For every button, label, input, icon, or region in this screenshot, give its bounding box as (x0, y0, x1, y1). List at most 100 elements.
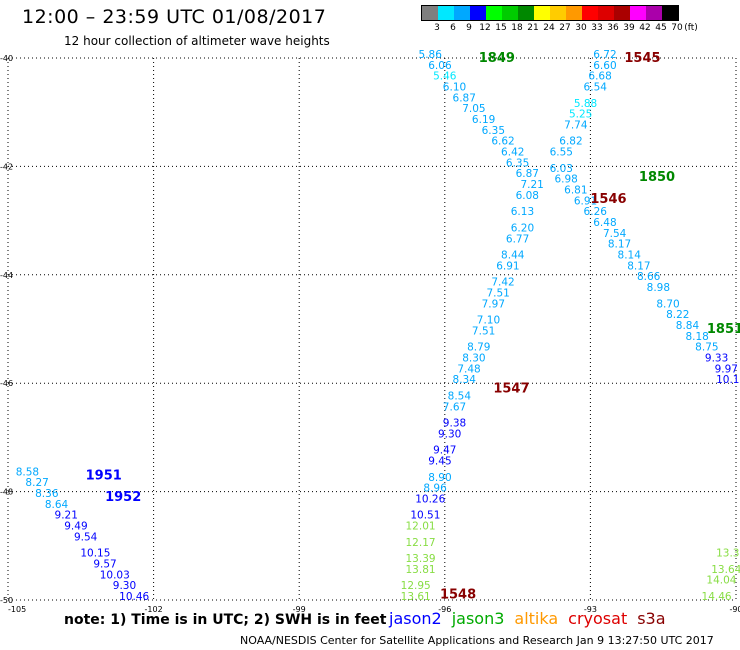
series-track-a: 5.866.065.466.106.877.056.196.356.626.42… (401, 49, 544, 603)
x-tick-label: -105 (8, 605, 26, 614)
legend-swatch (614, 6, 630, 20)
time-label: 1849 (479, 51, 515, 66)
time-label: 1951 (86, 468, 122, 483)
data-value-label: 8.22 (666, 309, 689, 321)
legend-label: 30 (575, 23, 587, 33)
time-label: 1547 (493, 382, 529, 397)
data-value-label: 9.97 (715, 363, 738, 375)
legend-swatch (598, 6, 614, 20)
data-value-label: 7.51 (486, 287, 509, 299)
legend-label: 12 (479, 23, 491, 33)
data-value-label: 9.45 (428, 456, 451, 468)
data-value-label: 7.05 (462, 103, 485, 115)
data-value-label: 6.60 (593, 60, 616, 72)
legend-label: 6 (450, 23, 456, 33)
data-value-label: 8.14 (618, 250, 642, 262)
data-value-label: 8.84 (676, 320, 700, 332)
data-value-label: 6.06 (428, 60, 452, 72)
legend-label: 24 (543, 23, 555, 33)
data-value-label: 9.54 (74, 531, 98, 543)
series-track-b: 6.726.606.686.54 5.885.257.74 6.826.55 6.03… (550, 49, 740, 386)
legend-label: 15 (495, 23, 507, 33)
data-value-label: 8.18 (685, 331, 708, 343)
legend-label: 36 (607, 23, 619, 33)
data-value-label: 9.30 (113, 580, 136, 592)
data-value-label: 8.70 (656, 298, 679, 310)
data-value-label: 8.98 (647, 282, 670, 294)
data-value-label: 6.55 (550, 147, 573, 159)
data-value-label: 6.48 (593, 217, 616, 229)
data-value-label: 13.30 (716, 548, 740, 560)
x-tick-label: -90 (729, 605, 740, 614)
data-value-label: 8.64 (45, 499, 69, 511)
data-value-label: 10.15 (80, 548, 110, 560)
data-value-label: 8.17 (627, 260, 650, 272)
data-value-label: 12.17 (406, 537, 436, 549)
satellite-name: cryosat (568, 609, 628, 628)
data-value-label: 6.26 (584, 206, 608, 218)
data-value-label: 9.49 (64, 521, 87, 533)
y-tick-label: -48 (0, 488, 13, 497)
y-tick-label: -42 (0, 162, 13, 171)
time-label: 1546 (590, 192, 626, 207)
legend-swatch (454, 6, 470, 20)
data-value-label: 14.04 (706, 575, 736, 587)
data-value-label: 8.66 (637, 271, 661, 283)
legend-label: 3 (434, 23, 440, 33)
credit-line: NOAA/NESDIS Center for Satellite Applica… (240, 634, 714, 647)
data-value-label: 8.34 (453, 374, 477, 386)
data-value-label: 10.03 (100, 569, 130, 581)
x-tick-label: -99 (293, 605, 306, 614)
data-value-label: 6.91 (574, 195, 597, 207)
data-value-label: 6.98 (554, 174, 577, 186)
legend-label: 42 (639, 23, 651, 33)
legend-label: 39 (623, 23, 635, 33)
data-value-label: 9.33 (705, 353, 728, 365)
legend-swatch (534, 6, 550, 20)
data-value-label: 8.27 (25, 477, 48, 489)
data-value-label: 12.01 (406, 521, 436, 533)
data-value-label: 6.87 (516, 168, 539, 180)
data-value-label: 6.54 (584, 82, 608, 94)
data-value-label: 6.35 (482, 125, 505, 137)
data-value-label: 10.51 (410, 510, 440, 522)
time-label: 1952 (105, 490, 141, 505)
data-value-label: 8.79 (467, 342, 490, 354)
data-value-label: 6.13 (511, 206, 534, 218)
data-value-label: 7.74 (564, 119, 588, 131)
legend-label: 70 (671, 23, 683, 33)
legend-swatches (421, 5, 679, 21)
data-value-label: 6.82 (559, 136, 582, 148)
data-value-label: 9.38 (443, 418, 466, 430)
data-value-label: 6.10 (443, 82, 466, 94)
legend-label: 33 (591, 23, 603, 33)
legend-label: 21 (527, 23, 539, 33)
data-value-label: 13.39 (406, 553, 436, 565)
data-value-label: 10.26 (415, 493, 445, 505)
legend-swatch (662, 6, 678, 20)
page-title: 12:00 – 23:59 UTC 01/08/2017 (22, 6, 327, 28)
data-value-label: 6.72 (593, 49, 616, 61)
legend-swatch (486, 6, 502, 20)
y-tick-label: -46 (0, 379, 13, 388)
data-value-label: 6.35 (506, 157, 529, 169)
data-value-label: 10.19 (716, 374, 740, 386)
x-tick-label: -96 (438, 605, 451, 614)
data-value-label: 6.62 (491, 136, 514, 148)
data-value-label: 13.61 (401, 591, 431, 603)
satellite-name: s3a (637, 609, 666, 628)
data-value-label: 6.81 (564, 185, 587, 197)
data-value-label: 9.57 (93, 558, 116, 570)
legend-swatch (582, 6, 598, 20)
legend-unit: (ft) (684, 23, 698, 33)
legend-swatch (518, 6, 534, 20)
time-label: 1850 (639, 170, 675, 185)
data-value-label: 6.08 (516, 190, 539, 202)
legend-swatch (438, 6, 454, 20)
y-tick-label: -40 (0, 54, 13, 63)
data-value-label: 8.44 (501, 250, 525, 262)
data-value-label: 14.46 (702, 591, 732, 603)
data-value-label: 8.58 (16, 466, 39, 478)
